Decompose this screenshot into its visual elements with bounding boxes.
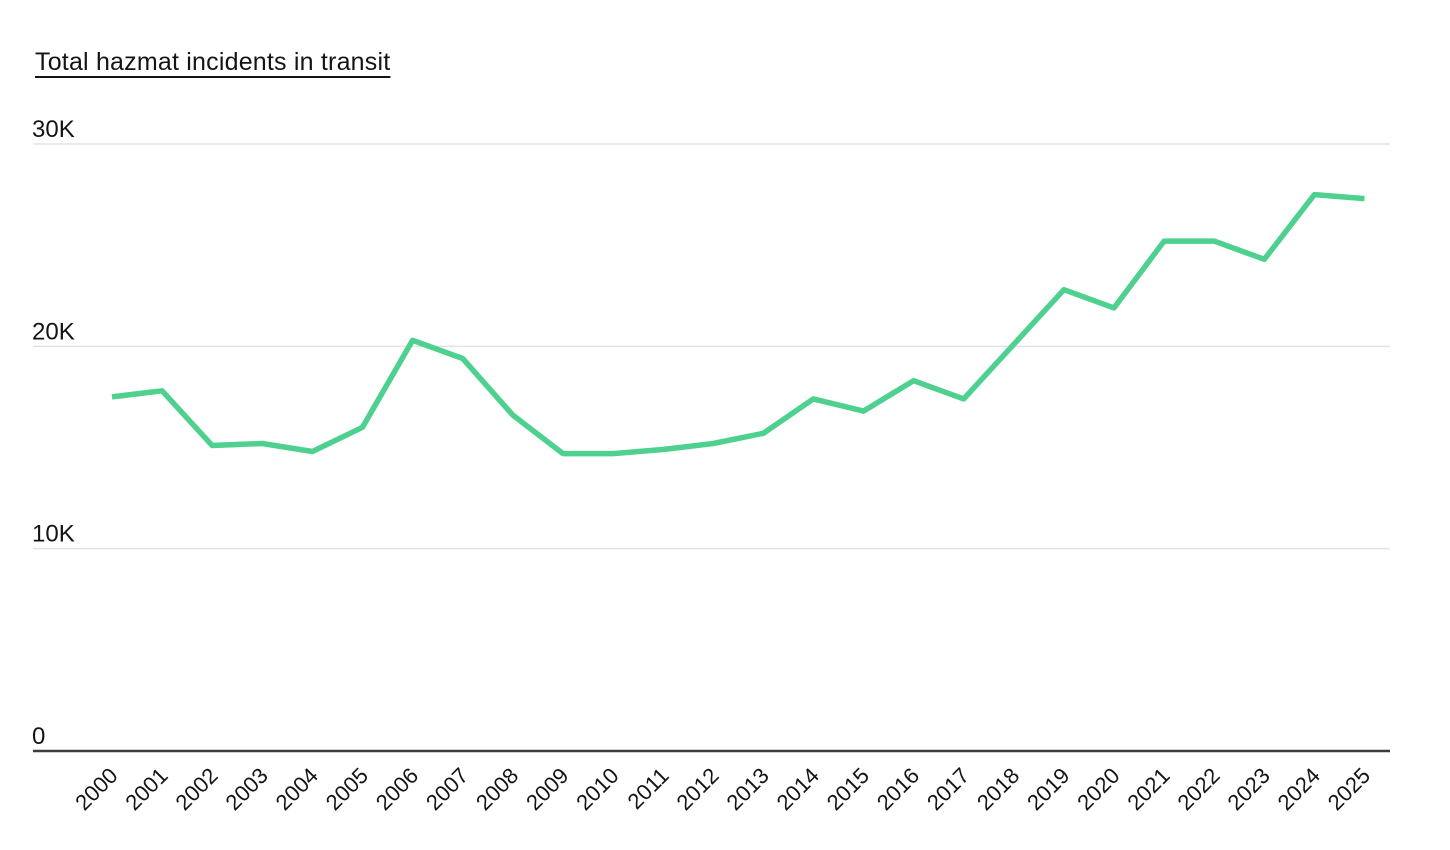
series-line [111, 191, 1365, 457]
x-tick-label: 2002 [170, 763, 222, 815]
y-tick-label: 30K [32, 116, 75, 143]
x-tick-label: 2015 [822, 763, 874, 815]
x-tick-label: 2011 [623, 763, 674, 814]
x-tick-label: 2010 [571, 763, 623, 815]
x-tick-label: 2008 [471, 763, 523, 815]
y-tick-label: 20K [32, 318, 75, 345]
x-tick-label: 2022 [1172, 763, 1224, 815]
x-tick-label: 2021 [1122, 763, 1174, 815]
x-tick-label: 2016 [872, 763, 924, 815]
x-tick-label: 2018 [972, 763, 1024, 815]
x-tick-label: 2024 [1273, 763, 1325, 815]
y-tick-label: 0 [32, 723, 45, 750]
x-tick-label: 2004 [271, 763, 323, 815]
x-tick-label: 2006 [371, 763, 423, 815]
x-tick-label: 2000 [70, 763, 122, 815]
x-tick-label: 2007 [421, 763, 473, 815]
x-tick-label: 2014 [772, 763, 824, 815]
x-tick-label: 2023 [1223, 763, 1275, 815]
x-tick-label: 2005 [321, 763, 373, 815]
x-tick-label: 2009 [521, 763, 573, 815]
x-tick-label: 2020 [1072, 763, 1124, 815]
x-tick-label: 2001 [120, 763, 172, 815]
x-tick-label: 2019 [1022, 763, 1074, 815]
x-tick-label: 2017 [922, 763, 974, 815]
x-tick-label: 2025 [1323, 763, 1375, 815]
y-tick-label: 10K [32, 521, 75, 548]
x-tick-label: 2003 [221, 763, 273, 815]
x-tick-label: 2013 [722, 763, 774, 815]
chart-title: Total hazmat incidents in transit [35, 48, 391, 76]
x-tick-label: 2012 [671, 763, 723, 815]
